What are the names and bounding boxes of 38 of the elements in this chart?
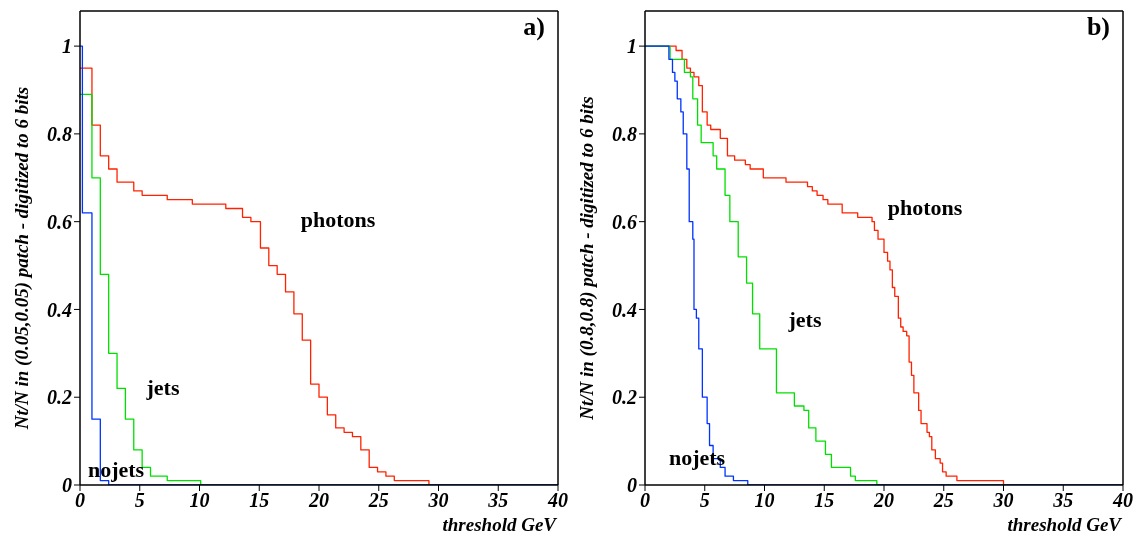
y-axis-title: Nt/N in (0.8,0.8) patch - digitized to 6 bits xyxy=(576,96,598,420)
y-tick-label: 0.6 xyxy=(612,210,637,233)
x-tick-label: 20 xyxy=(308,489,329,512)
x-tick-label: 35 xyxy=(487,489,509,512)
y-tick-label: 0 xyxy=(627,474,637,497)
y-tick-label: 0.2 xyxy=(612,386,637,409)
y-axis-title: Nt/N in (0.05,0.05) patch - digitized to 6 bits xyxy=(11,86,33,430)
annotation: photons xyxy=(887,195,963,221)
x-tick-label: 15 xyxy=(249,489,270,512)
y-tick-label: 1 xyxy=(62,35,72,58)
annotation: photons xyxy=(300,207,376,233)
x-tick-label: 10 xyxy=(189,489,210,512)
x-tick-label: 5 xyxy=(134,489,145,512)
x-tick-label: 40 xyxy=(547,489,568,512)
annotation: jets xyxy=(788,307,822,333)
x-axis-title: threshold GeV xyxy=(442,514,558,535)
y-tick-label: 0.4 xyxy=(47,298,72,321)
x-tick-label: 5 xyxy=(699,489,710,512)
x-tick-label: 10 xyxy=(754,489,775,512)
y-tick-label: 0.6 xyxy=(47,210,72,233)
x-tick-label: 15 xyxy=(814,489,835,512)
x-tick-label: 40 xyxy=(1112,489,1133,512)
x-axis-title: threshold GeV xyxy=(1007,514,1123,535)
y-tick-label: 0 xyxy=(62,474,72,497)
x-tick-label: 25 xyxy=(367,489,389,512)
y-tick-label: 0.8 xyxy=(612,122,637,145)
x-tick-label: 35 xyxy=(1052,489,1074,512)
x-tick-label: 30 xyxy=(992,489,1014,512)
x-tick-label: 20 xyxy=(873,489,894,512)
y-tick-label: 0.8 xyxy=(47,122,72,145)
annotation: jets xyxy=(146,375,180,401)
y-tick-label: 0.2 xyxy=(47,386,72,409)
x-tick-label: 25 xyxy=(932,489,954,512)
chart-title: a) xyxy=(523,12,545,42)
chart-title: b) xyxy=(1086,12,1110,42)
y-tick-label: 1 xyxy=(627,35,637,58)
x-tick-label: 30 xyxy=(427,489,449,512)
y-tick-label: 0.4 xyxy=(612,298,637,321)
